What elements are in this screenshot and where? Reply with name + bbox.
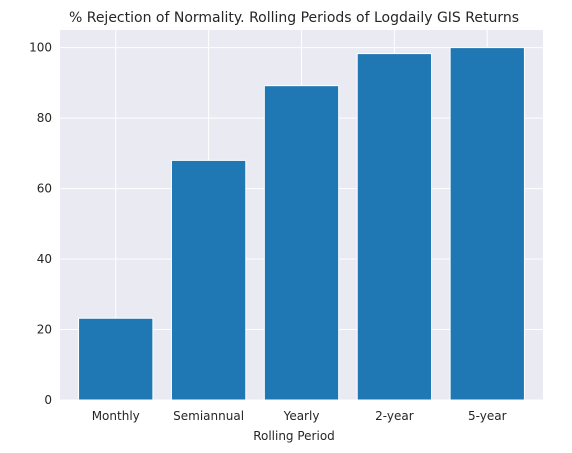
bars <box>78 47 525 401</box>
bar-5-year <box>449 47 525 401</box>
y-axis-ticks: 0 20 40 60 80 100 <box>29 41 52 407</box>
y-tick-label: 0 <box>44 393 52 407</box>
x-tick-label: 2-year <box>375 409 414 423</box>
y-tick-label: 100 <box>29 41 52 55</box>
y-tick-label: 40 <box>37 252 52 266</box>
x-tick-label: Monthly <box>92 409 140 423</box>
y-tick-label: 20 <box>37 323 52 337</box>
chart-title: % Rejection of Normality. Rolling Period… <box>69 10 519 26</box>
bar-2-year <box>356 53 433 401</box>
y-tick-label: 60 <box>37 182 52 196</box>
x-tick-label: Yearly <box>283 409 320 423</box>
y-tick-label: 80 <box>37 111 52 125</box>
bar-monthly <box>78 317 154 401</box>
bar-semiannual <box>170 159 247 401</box>
x-axis-label: Rolling Period <box>253 429 335 443</box>
x-tick-label: 5-year <box>468 409 507 423</box>
x-axis-ticks: Monthly Semiannual Yearly 2-year 5-year <box>92 409 507 423</box>
x-tick-label: Semiannual <box>173 409 244 423</box>
bar-yearly <box>263 85 340 401</box>
